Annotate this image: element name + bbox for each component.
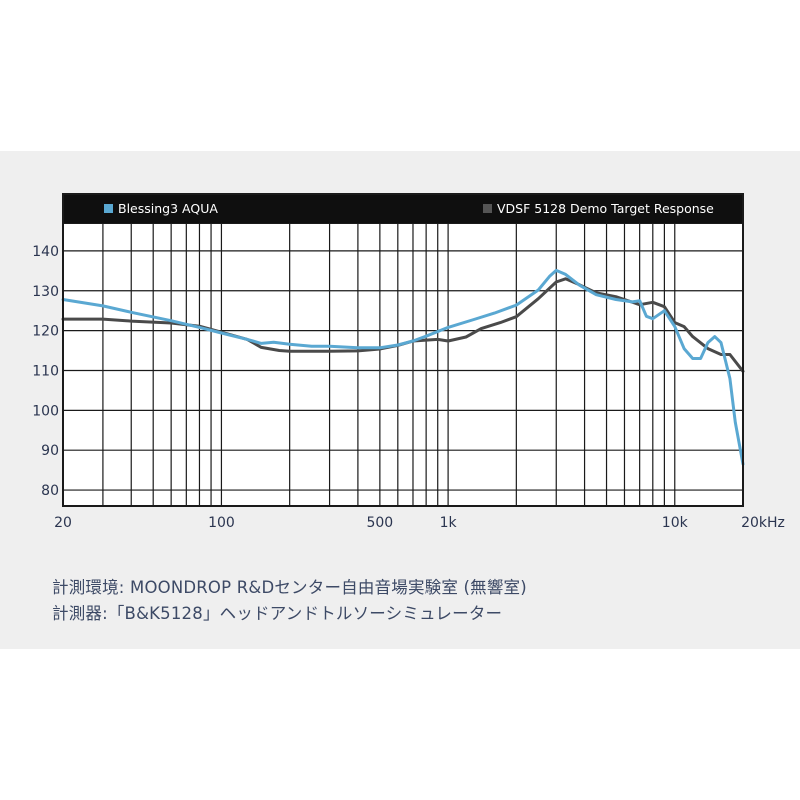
legend-blessing3-aqua-swatch <box>104 204 113 213</box>
plot-area <box>62 222 744 507</box>
measurement-environment-caption: 計測環境: MOONDROP R&Dセンター自由音場実験室 (無響室) <box>52 578 527 597</box>
y-tick-label: 100 <box>32 403 59 419</box>
chart-panel: Blessing3 AQUA VDSF 5128 Demo Target Resp… <box>0 151 800 649</box>
measurement-device-caption: 計測器:「B&K5128」ヘッドアンドトルソーシミュレーター <box>52 604 503 623</box>
x-tick-label: 1k <box>440 515 458 531</box>
legend-bar <box>63 194 743 223</box>
y-tick-label: 140 <box>32 244 59 260</box>
x-tick-label: 20kHz <box>741 515 785 531</box>
x-tick-label: 20 <box>54 515 72 531</box>
y-tick-label: 90 <box>41 443 59 459</box>
plot-frame <box>62 193 744 507</box>
y-tick-label: 130 <box>32 284 59 300</box>
legend-blessing3-aqua-label: Blessing3 AQUA <box>118 201 218 216</box>
legend-vdsf-target-label: VDSF 5128 Demo Target Response <box>497 201 714 216</box>
x-tick-label: 100 <box>208 515 235 531</box>
legend-vdsf-target-swatch <box>483 204 492 213</box>
y-tick-label: 80 <box>41 483 59 499</box>
y-tick-label: 120 <box>32 324 59 340</box>
x-tick-label: 10k <box>662 515 689 531</box>
frequency-response-chart: Blessing3 AQUA VDSF 5128 Demo Target Resp… <box>32 193 785 531</box>
x-tick-label: 500 <box>366 515 393 531</box>
y-tick-label: 110 <box>32 363 59 379</box>
series-line-blessing3-aqua <box>61 268 745 466</box>
